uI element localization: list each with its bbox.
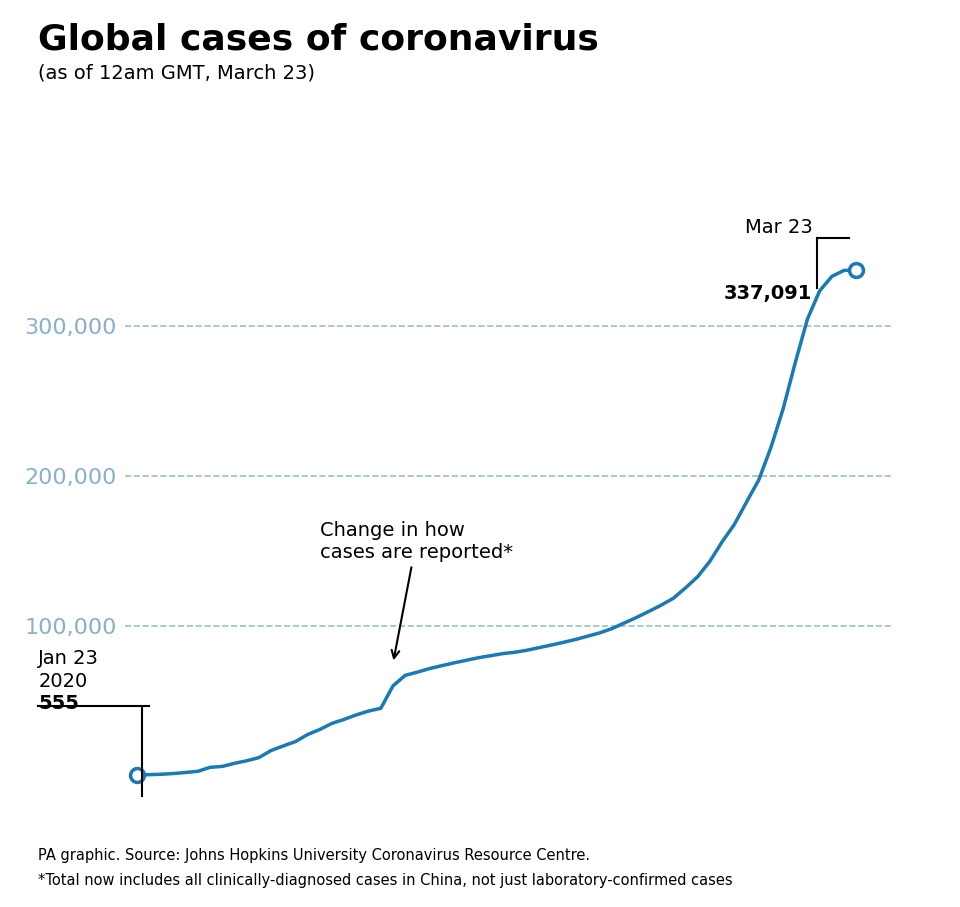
Text: Jan 23
2020: Jan 23 2020 xyxy=(38,649,99,691)
Text: Global cases of coronavirus: Global cases of coronavirus xyxy=(38,23,599,56)
Text: Change in how
cases are reported*: Change in how cases are reported* xyxy=(320,521,513,658)
Text: (as of 12am GMT, March 23): (as of 12am GMT, March 23) xyxy=(38,63,316,83)
Text: 555: 555 xyxy=(38,694,80,713)
Text: PA graphic. Source: Johns Hopkins University Coronavirus Resource Centre.: PA graphic. Source: Johns Hopkins Univer… xyxy=(38,848,590,863)
Text: *Total now includes all clinically-diagnosed cases in China, not just laboratory: *Total now includes all clinically-diagn… xyxy=(38,873,733,888)
Text: Mar 23: Mar 23 xyxy=(745,218,812,237)
Text: 337,091: 337,091 xyxy=(724,284,812,303)
